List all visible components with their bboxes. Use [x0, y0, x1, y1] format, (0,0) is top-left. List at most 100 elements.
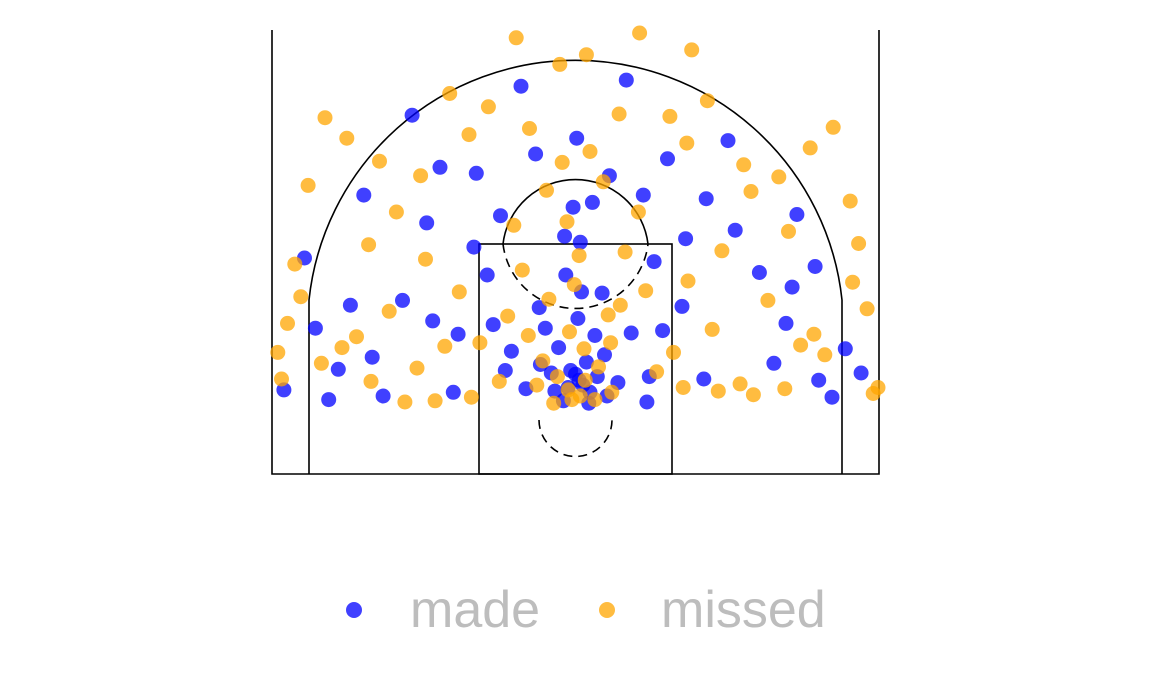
- shot-point-made: [623, 325, 639, 341]
- shot-point-made: [485, 317, 501, 333]
- shot-point-made: [597, 347, 612, 363]
- shot-point-made: [778, 315, 794, 331]
- shot-point-missed: [349, 329, 364, 345]
- shot-point-made: [696, 371, 712, 387]
- shot-point-missed: [500, 308, 516, 324]
- shot-point-missed: [825, 119, 841, 135]
- restricted-area: [538, 419, 613, 458]
- shot-point-made: [493, 208, 508, 224]
- shot-point-missed: [559, 214, 575, 230]
- shot-point-made: [563, 363, 579, 378]
- shot-point-missed: [508, 30, 524, 46]
- shot-point-missed: [451, 284, 467, 300]
- shot-point-missed: [576, 341, 592, 357]
- shot-point-made: [395, 292, 410, 308]
- shot-point-missed: [397, 394, 413, 410]
- shot-point-missed: [520, 328, 536, 343]
- shot-point-missed: [817, 347, 833, 363]
- shot-point-missed: [514, 262, 530, 278]
- shot-point-made: [853, 365, 869, 381]
- legend-label-missed: missed: [661, 581, 826, 639]
- shot-point-missed: [552, 56, 568, 72]
- shot-point-made: [678, 231, 694, 247]
- shot-point-missed: [578, 47, 594, 63]
- shot-point-made: [618, 72, 634, 88]
- shot-point-missed: [541, 291, 557, 307]
- shot-point-missed: [463, 389, 479, 405]
- shot-point-made: [342, 297, 358, 313]
- shot-point-missed: [361, 237, 377, 253]
- legend-item-made: made: [346, 575, 540, 645]
- shot-point-missed: [546, 395, 562, 411]
- shot-point-missed: [418, 251, 433, 267]
- shot-point-made: [635, 187, 651, 203]
- shot-point-missed: [704, 321, 720, 337]
- shot-point-made: [466, 239, 482, 255]
- shot-point-missed: [870, 380, 886, 395]
- shot-point-made: [578, 354, 594, 370]
- shot-point-made: [837, 341, 853, 357]
- shot-point-missed: [572, 388, 588, 404]
- shot-point-missed: [506, 217, 522, 233]
- shot-point-made: [698, 191, 714, 207]
- shot-point-missed: [409, 360, 425, 376]
- legend-item-missed: missed: [599, 575, 826, 645]
- shot-point-made: [321, 392, 337, 408]
- shot-point-made: [425, 313, 441, 329]
- shot-point-made: [404, 107, 420, 123]
- shot-point-missed: [745, 387, 761, 403]
- shot-point-missed: [363, 373, 379, 389]
- shot-point-missed: [560, 382, 576, 398]
- shot-point-made: [468, 165, 484, 181]
- shot-point-missed: [381, 303, 397, 319]
- shot-point-missed: [684, 42, 700, 58]
- shot-point-missed: [293, 289, 309, 305]
- shot-point-missed: [675, 380, 691, 395]
- shot-point-missed: [472, 335, 488, 351]
- missed-dot-icon: [599, 602, 615, 618]
- shot-point-missed: [617, 244, 633, 260]
- shot-point-missed: [591, 359, 606, 375]
- shot-point-missed: [699, 93, 715, 109]
- shot-point-missed: [611, 106, 627, 122]
- shot-point-missed: [562, 324, 577, 340]
- shot-point-missed: [313, 355, 329, 371]
- shot-point-missed: [736, 157, 752, 173]
- shot-point-made: [569, 130, 585, 146]
- shot-point-made: [432, 159, 448, 175]
- shot-point-made: [537, 320, 553, 336]
- shot-point-missed: [612, 297, 628, 313]
- shot-point-made: [572, 234, 588, 250]
- shot-point-missed: [781, 223, 796, 239]
- legend-label-made: made: [410, 581, 541, 639]
- shot-point-missed: [630, 204, 646, 220]
- shot-point-missed: [388, 204, 404, 220]
- shot-point-missed: [743, 184, 759, 199]
- shot-point-made: [660, 151, 675, 167]
- shot-point-missed: [549, 369, 565, 385]
- shot-point-missed: [300, 177, 316, 193]
- shot-point-missed: [845, 274, 861, 290]
- shot-point-made: [479, 267, 495, 283]
- shot-point-made: [766, 355, 782, 371]
- legend: made missed: [0, 575, 1152, 645]
- shot-point-missed: [714, 243, 730, 259]
- shot-point-made: [503, 343, 519, 359]
- shot-point-missed: [595, 174, 611, 190]
- shot-point-missed: [442, 86, 458, 101]
- half-court: [271, 30, 880, 475]
- shot-point-missed: [777, 381, 793, 397]
- shot-point-missed: [680, 273, 696, 289]
- shot-point-missed: [491, 373, 507, 389]
- shot-point-missed: [461, 127, 477, 143]
- shot-point-made: [646, 254, 662, 270]
- shot-point-missed: [274, 371, 289, 387]
- shot-point-missed: [535, 353, 551, 369]
- shot-point-made: [557, 228, 573, 244]
- shot-point-made: [727, 222, 743, 238]
- shot-point-missed: [604, 384, 620, 400]
- shot-point-made: [789, 207, 805, 222]
- shot-point-missed: [334, 340, 350, 356]
- shot-point-missed: [732, 376, 748, 392]
